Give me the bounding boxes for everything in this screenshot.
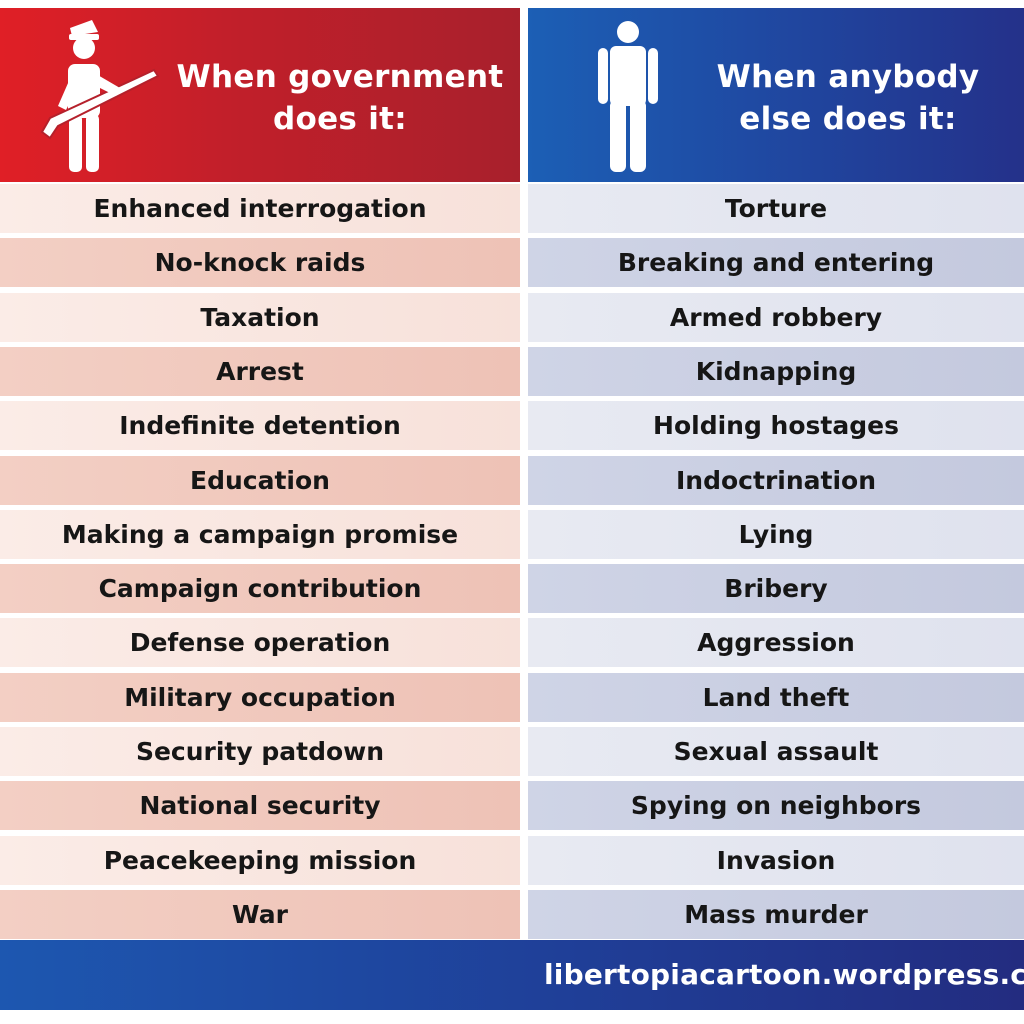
table-row: Taxation Armed robbery <box>0 293 1024 342</box>
anybody-term: Bribery <box>528 564 1024 613</box>
government-term: Defense operation <box>0 618 520 667</box>
anybody-term: Torture <box>528 184 1024 233</box>
government-term: Making a campaign promise <box>0 510 520 559</box>
government-term: Peacekeeping mission <box>0 836 520 885</box>
soldier-with-rifle-icon <box>40 20 160 172</box>
table-row: National security Spying on neighbors <box>0 781 1024 830</box>
table-row: Campaign contribution Bribery <box>0 564 1024 613</box>
anybody-term: Aggression <box>528 618 1024 667</box>
government-term: Indefinite detention <box>0 401 520 450</box>
column-divider <box>520 8 528 934</box>
anybody-term: Invasion <box>528 836 1024 885</box>
anybody-term: Holding hostages <box>528 401 1024 450</box>
anybody-header-title: When anybody else does it: <box>678 56 1018 140</box>
government-header-title: When government does it: <box>160 56 520 140</box>
person-icon <box>598 21 658 172</box>
table-row: Defense operation Aggression <box>0 618 1024 667</box>
government-header: When government does it: <box>0 8 520 182</box>
government-term: Taxation <box>0 293 520 342</box>
table-row: Peacekeeping mission Invasion <box>0 836 1024 885</box>
table-row: Making a campaign promise Lying <box>0 510 1024 559</box>
anybody-term: Armed robbery <box>528 293 1024 342</box>
government-term: National security <box>0 781 520 830</box>
government-term: Education <box>0 456 520 505</box>
table-row: Indefinite detention Holding hostages <box>0 401 1024 450</box>
government-title-line1: When government <box>176 59 504 95</box>
table-row: Security patdown Sexual assault <box>0 727 1024 776</box>
government-title-line2: does it: <box>273 101 407 137</box>
anybody-title-line1: When anybody <box>716 59 980 95</box>
government-term: Arrest <box>0 347 520 396</box>
anybody-title-line2: else does it: <box>739 101 957 137</box>
anybody-term: Indoctrination <box>528 456 1024 505</box>
table-row: No-knock raids Breaking and entering <box>0 238 1024 287</box>
government-term: Enhanced interrogation <box>0 184 520 233</box>
table-row: Education Indoctrination <box>0 456 1024 505</box>
footer-url: libertopiacartoon.wordpress.com <box>544 958 1024 991</box>
anybody-term: Sexual assault <box>528 727 1024 776</box>
anybody-term: Mass murder <box>528 890 1024 939</box>
anybody-term: Breaking and entering <box>528 238 1024 287</box>
anybody-term: Land theft <box>528 673 1024 722</box>
table-row: War Mass murder <box>0 890 1024 939</box>
anybody-term: Lying <box>528 510 1024 559</box>
anybody-term: Kidnapping <box>528 347 1024 396</box>
anybody-header: When anybody else does it: <box>528 8 1024 182</box>
footer-bar: libertopiacartoon.wordpress.com <box>0 940 1024 1010</box>
anybody-term: Spying on neighbors <box>528 781 1024 830</box>
government-term: No-knock raids <box>0 238 520 287</box>
government-term: Security patdown <box>0 727 520 776</box>
table-row: Military occupation Land theft <box>0 673 1024 722</box>
table-row: Arrest Kidnapping <box>0 347 1024 396</box>
government-term: Campaign contribution <box>0 564 520 613</box>
table-row: Enhanced interrogation Torture <box>0 184 1024 233</box>
government-term: War <box>0 890 520 939</box>
government-term: Military occupation <box>0 673 520 722</box>
